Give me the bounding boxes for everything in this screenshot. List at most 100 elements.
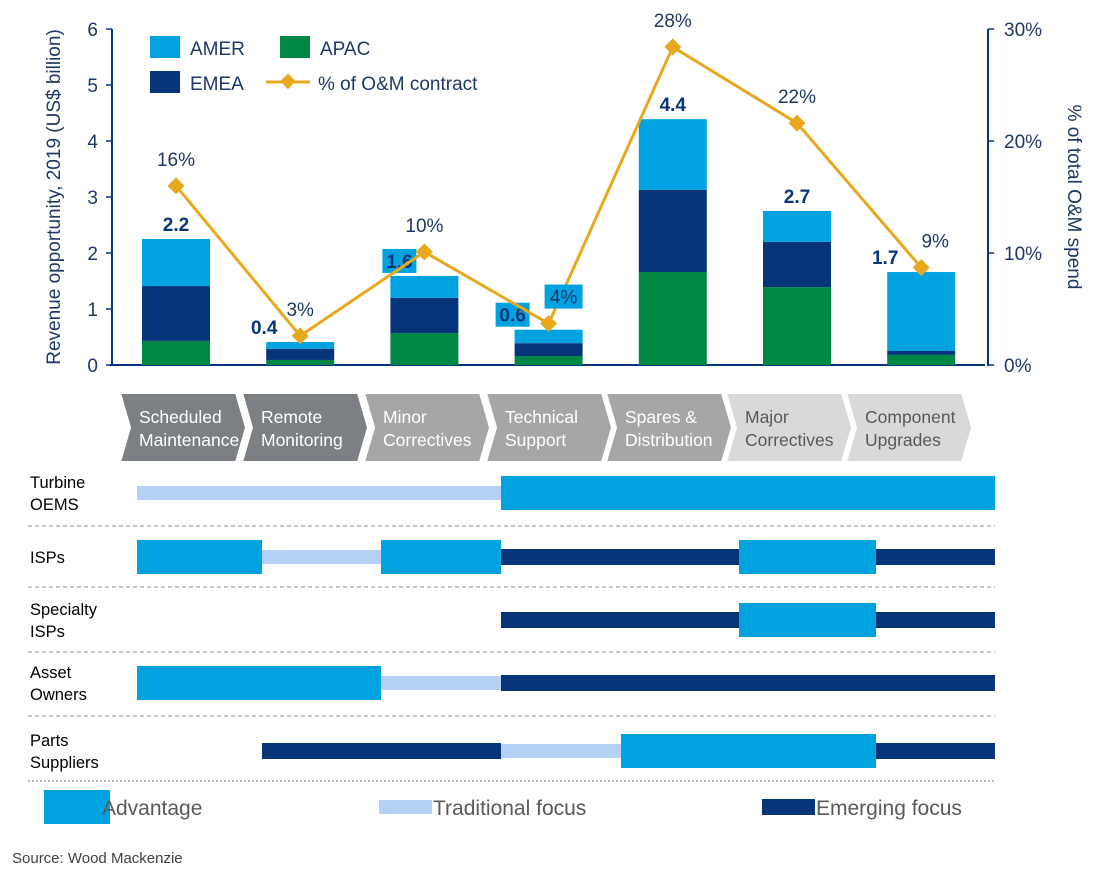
stage-label: Distribution <box>625 430 713 450</box>
legend-swatch-traditional <box>379 800 432 814</box>
bar-emea <box>887 351 956 355</box>
pct-label: 16% <box>157 150 195 171</box>
stage-label: Upgrades <box>865 430 941 450</box>
legend-diamond-icon <box>280 73 296 90</box>
bar-total-label: 4.4 <box>660 95 687 116</box>
data-label-highlight <box>495 302 530 327</box>
stage-label: Spares & <box>625 407 697 427</box>
stage-chevron <box>240 392 370 463</box>
y-tick-label: 1 <box>87 300 98 321</box>
stage-label: Correctives <box>383 430 472 450</box>
bar-total-label: 2.7 <box>784 187 810 208</box>
bar-apac <box>887 354 956 365</box>
stage-label: Remote <box>261 407 322 427</box>
bar-amer <box>514 329 583 344</box>
segment-advantage <box>501 476 995 510</box>
legend-label-advantage: Advantage <box>102 797 202 820</box>
segment-emerging <box>501 549 739 565</box>
y-tick-label: 6 <box>87 20 98 41</box>
bar-total-label: 1.6 <box>386 252 412 273</box>
row-label: Parts <box>30 732 69 750</box>
pct-label: 9% <box>921 232 949 253</box>
bar-apac <box>638 272 707 365</box>
bar-total-label: 1.7 <box>872 248 898 269</box>
bar-total-label: 0.4 <box>251 318 278 339</box>
y2-axis-title: % of total O&M spend <box>1063 105 1084 290</box>
source-note: Source: Wood Mackenzie <box>12 850 183 867</box>
stage-label: Component <box>865 407 956 427</box>
segment-traditional <box>501 744 621 758</box>
legend-label-emerging: Emerging focus <box>816 797 962 820</box>
segment-traditional <box>137 486 501 500</box>
row-label: Turbine <box>30 474 85 492</box>
stage-chevron <box>484 392 614 463</box>
y2-tick-label: 30% <box>1004 20 1042 41</box>
bar-amer <box>763 211 831 242</box>
row-label: Asset <box>30 664 72 682</box>
pct-marker <box>912 259 930 277</box>
bar-apac <box>514 356 583 365</box>
y-axis-title: Revenue opportunity, 2019 (US$ billion) <box>44 29 65 365</box>
bar-apac <box>142 340 210 365</box>
stage-chevron <box>118 392 248 463</box>
segment-advantage <box>739 603 876 637</box>
legend-swatch-advantage <box>44 790 110 824</box>
segment-traditional <box>381 676 501 690</box>
pct-marker <box>540 315 558 333</box>
pct-marker <box>167 177 185 195</box>
bar-emea <box>638 189 707 273</box>
bar-emea <box>142 286 210 341</box>
bar-amer <box>638 119 707 190</box>
legend-label: EMEA <box>190 74 244 95</box>
bar-amer <box>887 272 956 351</box>
bar-apac <box>763 287 831 365</box>
y-tick-label: 3 <box>87 188 98 209</box>
legend-label: APAC <box>320 39 370 60</box>
bar-total-label: 2.2 <box>163 215 189 236</box>
segment-advantage <box>381 540 501 574</box>
pct-label: 4% <box>550 288 578 309</box>
legend-swatch-amer <box>150 36 180 58</box>
legend-swatch-emerging <box>762 799 815 815</box>
y2-tick-label: 0% <box>1004 356 1032 377</box>
bar-amer <box>390 275 459 298</box>
row-label: ISPs <box>30 623 65 641</box>
pct-marker <box>415 243 433 261</box>
stage-label: Maintenance <box>139 430 239 450</box>
legend-label: AMER <box>190 39 245 60</box>
bar-apac <box>390 333 459 365</box>
bar-emea <box>514 343 583 357</box>
y2-tick-label: 20% <box>1004 132 1042 153</box>
y-tick-label: 5 <box>87 76 98 97</box>
pct-label: 3% <box>286 300 314 321</box>
row-label: Owners <box>30 686 87 704</box>
row-label: Specialty <box>30 601 98 619</box>
segment-emerging <box>501 612 739 628</box>
row-label: ISPs <box>30 549 65 567</box>
segment-advantage <box>739 540 876 574</box>
bar-emea <box>390 297 459 334</box>
legend-label-traditional: Traditional focus <box>433 797 586 820</box>
segment-traditional <box>262 550 381 564</box>
segment-emerging <box>876 549 995 565</box>
pct-label: 28% <box>654 11 692 32</box>
y-tick-label: 0 <box>87 356 98 377</box>
legend-swatch-apac <box>280 36 310 58</box>
segment-emerging <box>876 612 995 628</box>
segment-advantage <box>621 734 876 768</box>
bar-emea <box>763 241 831 288</box>
row-label: OEMS <box>30 496 79 514</box>
data-label-highlight <box>544 284 583 309</box>
bar-amer <box>142 239 210 287</box>
segment-emerging <box>501 675 995 691</box>
stage-label: Support <box>505 430 566 450</box>
stage-label: Major <box>745 407 789 427</box>
pct-label: 10% <box>405 216 443 237</box>
pct-marker <box>291 327 309 345</box>
y-tick-label: 4 <box>87 132 98 153</box>
stage-label: Technical <box>505 407 578 427</box>
bar-total-label: 0.6 <box>499 306 525 327</box>
stage-chevron <box>724 392 854 463</box>
segment-emerging <box>876 743 995 759</box>
